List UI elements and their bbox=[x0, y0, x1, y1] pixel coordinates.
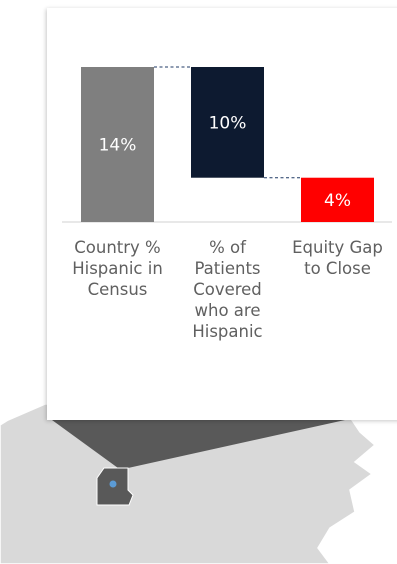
category-label-census: Country % Hispanic in Census bbox=[72, 238, 163, 299]
data-label-gap: 4% bbox=[324, 191, 351, 211]
category-label-covered: % of Patients Covered who are Hispanic bbox=[192, 238, 263, 341]
location-marker bbox=[109, 480, 117, 488]
category-label-gap: Equity Gap to Close bbox=[292, 238, 383, 278]
data-label-covered: 10% bbox=[209, 113, 247, 133]
bar-census bbox=[81, 67, 154, 222]
data-label-census: 14% bbox=[99, 136, 137, 156]
callout-connector bbox=[52, 420, 345, 468]
bar-gap bbox=[301, 177, 374, 222]
bar-covered bbox=[191, 67, 264, 178]
